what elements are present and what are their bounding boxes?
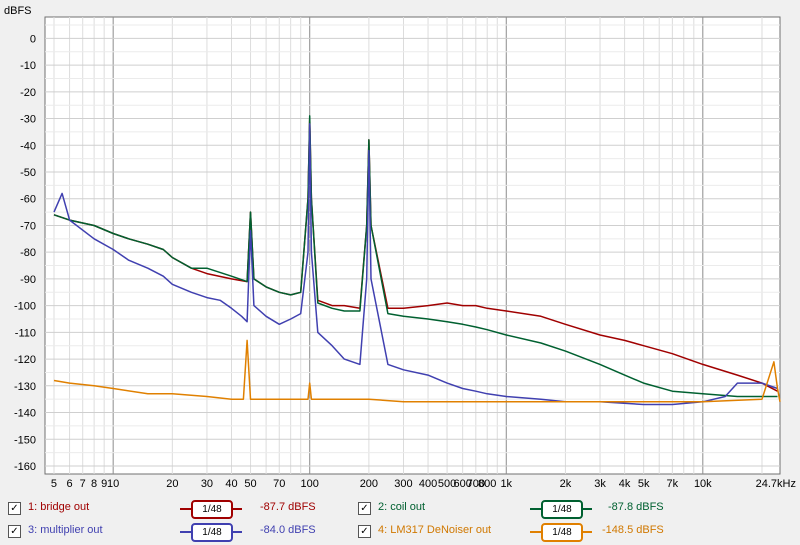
legend-entry-coil-out: ✓ 2: coil out 1/48 -87.8 dBFS (358, 500, 718, 520)
x-tick-label: 5k (638, 478, 650, 490)
y-tick-label: -140 (14, 408, 36, 420)
x-tick-label: 24.7kHz (756, 478, 796, 490)
spectrum-plot: dBFS 0 -10 -20 -30 -40 -50 -60 -70 -80 -90 -100 -11… (4, 5, 796, 490)
smoothing-button-bridge-out[interactable]: 1/48 (191, 500, 233, 519)
checkbox-lm317-denoiser-out[interactable]: ✓ (358, 525, 371, 538)
x-tick-label: 30 (201, 478, 213, 490)
y-tick-label: -50 (20, 167, 36, 179)
x-tick-label: 2k (560, 478, 572, 490)
legend-entry-multiplier-out: ✓ 3: multiplier out 1/48 -84.0 dBFS (8, 523, 368, 543)
legend-label-multiplier-out: 3: multiplier out (28, 524, 103, 536)
x-tick-label: 200 (360, 478, 378, 490)
y-tick-labels: 0 -10 -20 -30 -40 -50 -60 -70 -80 -90 -100 -110 -120… (14, 33, 36, 473)
y-axis-title: dBFS (4, 5, 32, 17)
x-tick-label: 3k (594, 478, 606, 490)
y-tick-label: -20 (20, 87, 36, 99)
x-tick-label: 5 (51, 478, 57, 490)
legend-label-lm317-denoiser-out: 4: LM317 DeNoiser out (378, 524, 492, 536)
x-tick-label: 600 (453, 478, 471, 490)
legend-entry-bridge-out: ✓ 1: bridge out 1/48 -87.7 dBFS (8, 500, 368, 520)
gridlines (45, 17, 780, 474)
level-coil-out: -87.8 dBFS (608, 501, 664, 513)
spectrum-chart: dBFS 0 -10 -20 -30 -40 -50 -60 -70 -80 -90 -100 -11… (4, 5, 796, 490)
x-tick-label: 20 (166, 478, 178, 490)
x-tick-label: 4k (619, 478, 631, 490)
smoothing-button-lm317-denoiser-out[interactable]: 1/48 (541, 523, 583, 542)
x-tick-label: 100 (301, 478, 319, 490)
level-bridge-out: -87.7 dBFS (260, 501, 316, 513)
plot-frame (44, 16, 781, 475)
x-tick-label: 800 (478, 478, 496, 490)
smoothing-button-multiplier-out[interactable]: 1/48 (191, 523, 233, 542)
y-tick-label: -10 (20, 60, 36, 72)
x-tick-label: 700 (467, 478, 485, 490)
x-tick-label: 1k (500, 478, 512, 490)
y-tick-label: -130 (14, 381, 36, 393)
x-tick-label: 10k (694, 478, 712, 490)
legend-label-coil-out: 2: coil out (378, 501, 426, 513)
series-line-2 (53, 115, 778, 398)
legend-label-bridge-out: 1: bridge out (28, 501, 90, 513)
checkbox-bridge-out[interactable]: ✓ (8, 502, 21, 515)
y-tick-label: -150 (14, 434, 36, 446)
data-series (53, 115, 781, 406)
x-tick-label: 10 (107, 478, 119, 490)
x-tick-label: 400 (419, 478, 437, 490)
x-tick-label: 50 (244, 478, 256, 490)
checkbox-multiplier-out[interactable]: ✓ (8, 525, 21, 538)
x-tick-label: 500 (438, 478, 456, 490)
y-tick-label: -160 (14, 461, 36, 473)
x-tick-label: 6 (66, 478, 72, 490)
y-tick-label: -60 (20, 194, 36, 206)
y-tick-label: -80 (20, 247, 36, 259)
y-tick-label: -30 (20, 114, 36, 126)
x-tick-label: 40 (225, 478, 237, 490)
series-line-4 (53, 339, 781, 403)
y-tick-label: -40 (20, 140, 36, 152)
x-tick-labels: 5 6 7 8 9 10 20 30 40 50 70 100 200 300 400 50060070080… (51, 478, 796, 490)
x-tick-label: 7 (80, 478, 86, 490)
smoothing-button-coil-out[interactable]: 1/48 (541, 500, 583, 519)
legend-entry-lm317-denoiser-out: ✓ 4: LM317 DeNoiser out 1/48 -148.5 dBFS (358, 523, 718, 543)
checkbox-coil-out[interactable]: ✓ (358, 502, 371, 515)
x-tick-label: 300 (394, 478, 412, 490)
y-tick-label: -100 (14, 301, 36, 313)
x-tick-label: 8 (91, 478, 97, 490)
y-tick-label: -70 (20, 220, 36, 232)
x-tick-label: 9 (101, 478, 107, 490)
y-tick-label: -120 (14, 354, 36, 366)
x-tick-label: 70 (273, 478, 285, 490)
level-lm317-denoiser-out: -148.5 dBFS (602, 524, 664, 536)
x-tick-label: 7k (667, 478, 679, 490)
y-tick-label: -110 (15, 327, 36, 339)
y-tick-label: -90 (20, 274, 36, 286)
legend: ✓ 1: bridge out 1/48 -87.7 dBFS ✓ 2: coi… (0, 495, 800, 545)
y-tick-label: 0 (30, 33, 36, 45)
level-multiplier-out: -84.0 dBFS (260, 524, 316, 536)
